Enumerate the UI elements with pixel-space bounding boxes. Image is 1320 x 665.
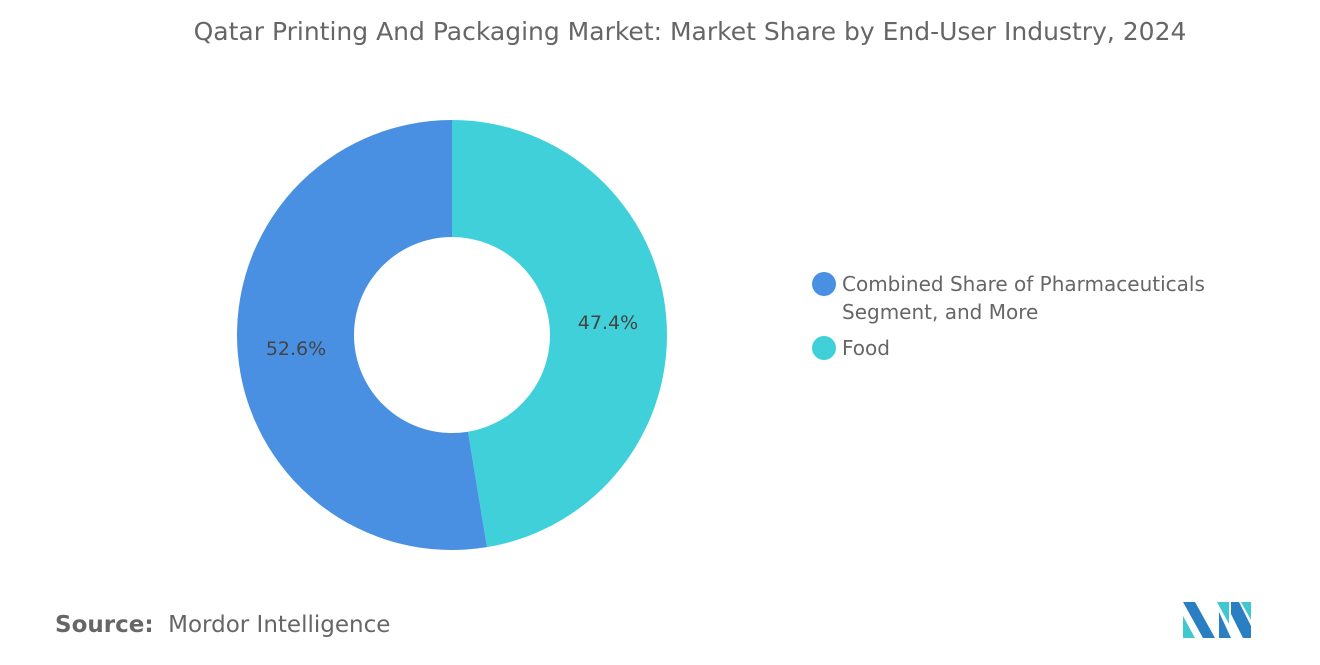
slice-label: 47.4% <box>578 312 638 334</box>
source-label: Source: <box>55 612 154 638</box>
legend-swatch-icon <box>812 336 836 360</box>
legend: Combined Share of Pharmaceuticals Segmen… <box>812 270 1222 370</box>
donut-slice <box>236 120 487 551</box>
source: Source: Mordor Intelligence <box>55 612 390 638</box>
legend-item: Combined Share of Pharmaceuticals Segmen… <box>812 270 1222 326</box>
donut-chart: 47.4% 52.6% <box>236 120 667 551</box>
chart-title: Qatar Printing And Packaging Market: Mar… <box>193 17 1187 46</box>
legend-item: Food <box>812 334 1222 362</box>
legend-swatch-icon <box>812 272 836 296</box>
mordor-logo-icon <box>1183 602 1251 638</box>
slice-label: 52.6% <box>266 338 326 360</box>
source-value: Mordor Intelligence <box>168 612 391 638</box>
legend-label: Combined Share of Pharmaceuticals Segmen… <box>842 272 1205 324</box>
legend-label: Food <box>842 336 890 360</box>
donut-slice <box>452 120 667 548</box>
